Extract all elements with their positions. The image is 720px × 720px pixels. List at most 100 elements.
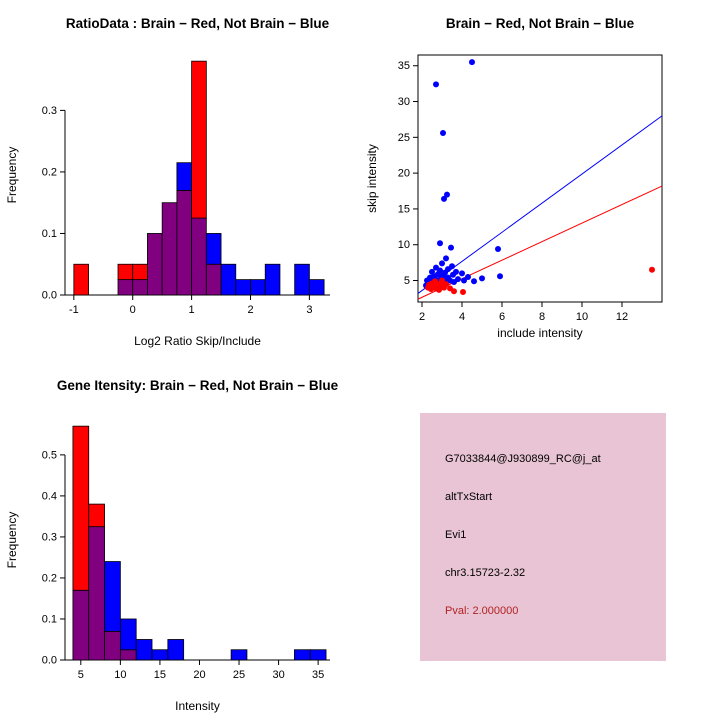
y-tick-label: 20	[398, 168, 410, 180]
gene-name-text: Evi1	[445, 529, 467, 541]
brain-point	[460, 288, 466, 295]
histogram-bar	[167, 639, 185, 661]
histogram-bar	[235, 279, 251, 296]
gene-intensity-histogram-chart: 5 10 15 20 25 30 35 0.0 0.1 0.2 0.3 0.4 0.5 Gene Iten…	[5, 378, 339, 713]
locus-text: chr3.15723-2.32	[445, 567, 526, 579]
intensity-scatter-chart: 2 4 6 8 10 12 5 10 15 20 25 30 35 Brain − Red, Not Br…	[365, 16, 663, 340]
histogram-bar	[220, 263, 237, 296]
histogram-bar	[264, 263, 281, 296]
histogram-bar	[308, 279, 325, 296]
y-tick-label: 0.2	[42, 166, 57, 178]
not-brain-point	[433, 81, 439, 88]
y-tick-label: 35	[398, 60, 410, 72]
not-brain-point	[437, 267, 443, 274]
y-tick-label: 0.2	[42, 572, 57, 584]
histogram-bar	[73, 263, 89, 296]
y-tick-label: 0.1	[42, 228, 57, 240]
x-tick-label: 15	[154, 669, 166, 681]
histogram-bar	[294, 649, 311, 661]
x-tick-label: 2	[419, 311, 425, 323]
histogram-bar-overlap	[117, 279, 134, 296]
histogram-bar	[191, 60, 207, 219]
x-axis-label: Log2 Ratio Skip/Include	[134, 334, 261, 348]
y-tick-label: 0.4	[42, 490, 57, 502]
y-axis-label: Frequency	[5, 512, 19, 569]
x-tick-label: 12	[616, 311, 628, 323]
brain-point	[451, 288, 457, 295]
brain-point	[649, 266, 655, 273]
histogram-bar-overlap	[176, 189, 193, 296]
y-tick-label: 25	[398, 132, 410, 144]
x-tick-label: 5	[78, 669, 84, 681]
not-brain-point	[471, 278, 477, 285]
y-tick-label: 5	[404, 275, 410, 287]
histogram-bar	[151, 649, 169, 661]
not-brain-point	[459, 270, 465, 277]
histogram-bar	[230, 649, 248, 661]
not-brain-point	[440, 130, 446, 137]
y-tick-label: 0.5	[42, 449, 57, 461]
not-brain-point	[479, 275, 485, 282]
panel-info: G7033844@J930899_RC@j_at altTxStart Evi1…	[360, 360, 720, 720]
x-tick-label: 25	[233, 669, 245, 681]
not-brain-point	[495, 246, 501, 253]
brain-point	[443, 281, 449, 288]
x-tick-label: 1	[189, 304, 195, 316]
y-tick-label: 10	[398, 239, 410, 251]
y-axis-label: Frequency	[5, 147, 19, 204]
histogram-bar-overlap	[72, 589, 90, 661]
not-brain-point	[455, 276, 461, 283]
histogram-bar-overlap	[88, 526, 105, 661]
histogram-bar	[176, 162, 193, 191]
x-tick-label: 30	[272, 669, 284, 681]
not-brain-point	[439, 260, 445, 267]
x-tick-label: 20	[193, 669, 205, 681]
not-brain-point	[497, 273, 503, 280]
histogram-bar	[119, 618, 137, 651]
not-brain-point	[469, 59, 475, 66]
x-tick-label: 10	[576, 311, 588, 323]
x-tick-label: 6	[499, 311, 505, 323]
histogram-bar	[135, 639, 153, 661]
histogram-bar	[104, 561, 121, 632]
y-tick-label: 0.0	[42, 290, 57, 302]
y-tick-label: 15	[398, 203, 410, 215]
brain-point	[439, 277, 445, 284]
histogram-bar-overlap	[191, 217, 207, 296]
chart-title: Gene Itensity: Brain − Red, Not Brain − …	[57, 378, 339, 393]
histogram-bar-overlap	[205, 263, 222, 296]
x-axis-label: Intensity	[175, 699, 220, 713]
histogram-bar-overlap	[119, 649, 137, 661]
y-axis-label: skip intensity	[365, 144, 379, 213]
histogram-bar	[250, 279, 266, 296]
x-tick-label: 0	[130, 304, 136, 316]
histogram-bar	[117, 263, 134, 281]
not-brain-point	[465, 273, 471, 280]
not-brain-point	[448, 244, 454, 251]
y-tick-label: 0.1	[42, 613, 57, 625]
panel-gene-intensity-histogram: 5 10 15 20 25 30 35 0.0 0.1 0.2 0.3 0.4 0.5 Gene Iten…	[0, 360, 360, 720]
ratio-histogram-chart: -1 0 1 2 3 0.0 0.1 0.2 0.3 RatioData : Brain − Re…	[5, 16, 330, 348]
histogram-bar	[294, 263, 310, 296]
histogram-bar-overlap	[132, 279, 148, 296]
plot-frame	[417, 54, 663, 303]
not-brain-point	[461, 277, 467, 284]
chart-title: RatioData : Brain − Red, Not Brain − Blu…	[66, 16, 330, 31]
info-box: G7033844@J930899_RC@j_at altTxStart Evi1…	[420, 413, 666, 661]
not-brain-point	[449, 263, 455, 270]
not-brain-point	[443, 255, 449, 262]
histogram-bar-overlap	[147, 233, 163, 296]
probe-id-text: G7033844@J930899_RC@j_at	[445, 453, 601, 465]
histogram-bar-overlap	[104, 630, 121, 661]
not-brain-point	[444, 191, 450, 198]
x-tick-label: -1	[69, 304, 79, 316]
not-brain-point	[441, 195, 447, 202]
not-brain-point	[437, 240, 443, 247]
y-tick-label: 0.3	[42, 531, 57, 543]
not-brain-point	[453, 268, 459, 275]
histogram-bar	[309, 649, 327, 661]
y-tick-label: 30	[398, 96, 410, 108]
x-tick-label: 2	[247, 304, 253, 316]
pval-text: Pval: 2.000000	[445, 605, 519, 617]
